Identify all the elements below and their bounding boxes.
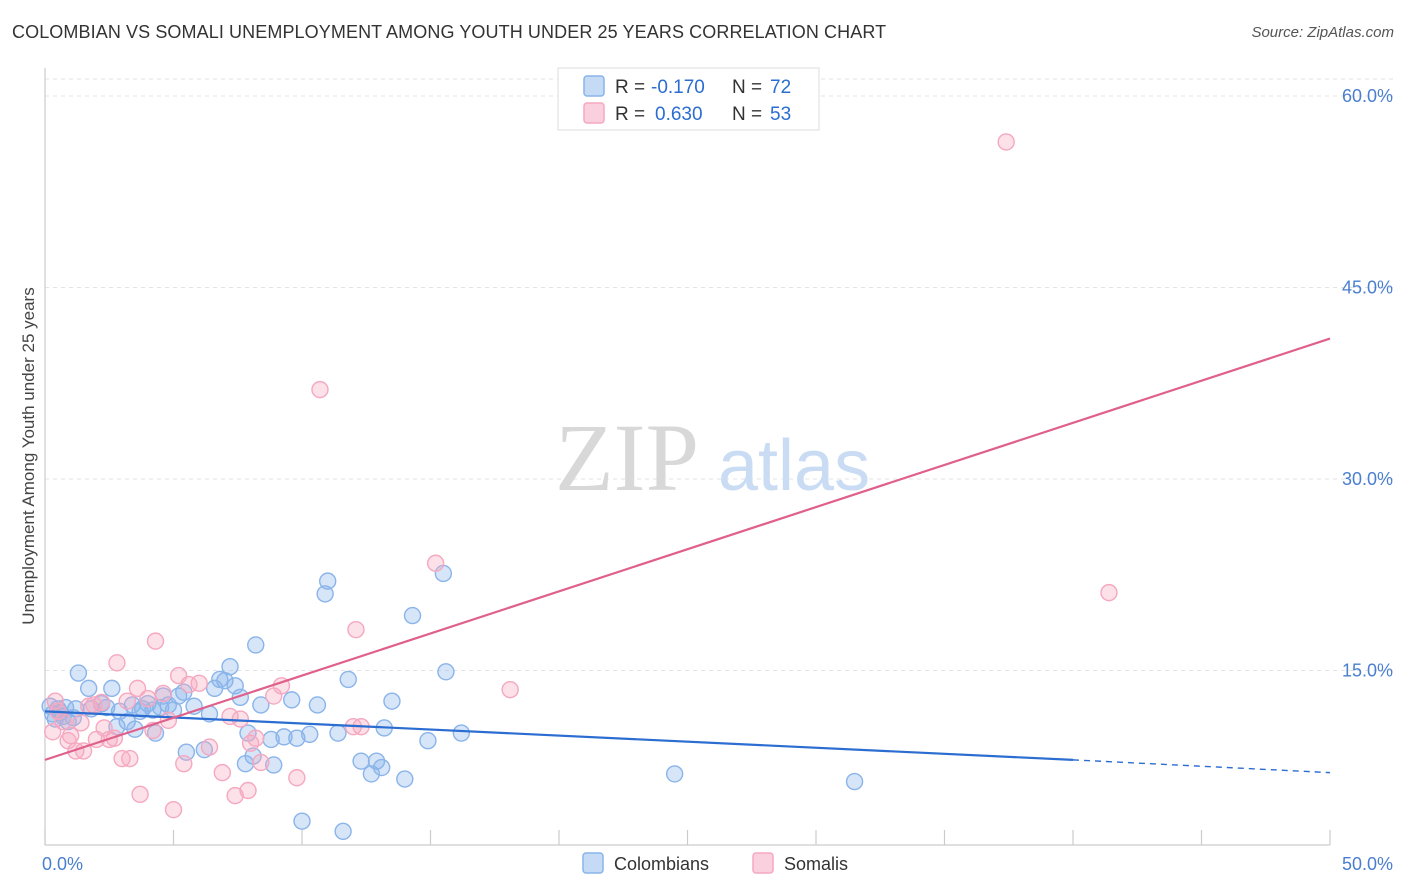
correlation-legend: R = -0.170 N = 72 R = 0.630 N = 53 — [557, 67, 820, 131]
watermark-zip: ZIP — [555, 404, 699, 511]
colombian-point-62 — [372, 758, 391, 777]
legend-swatch-colombians — [583, 75, 605, 97]
legend-swatch-somalis — [583, 102, 605, 124]
somali-point-22 — [139, 689, 157, 708]
legend-n-label-somalis: N = — [732, 104, 762, 125]
colombian-point-67 — [419, 732, 437, 750]
somali-point-51 — [1100, 583, 1118, 602]
colombian-point-65 — [396, 770, 414, 788]
somali-point-21 — [131, 785, 149, 804]
x-tick-label-min: 0.0% — [42, 854, 83, 874]
colombian-point-69 — [437, 663, 455, 681]
colombian-point-49 — [275, 728, 293, 746]
colombian-point-46 — [252, 696, 270, 714]
legend-r-label-colombians: R = — [615, 77, 645, 98]
colombian-point-50 — [283, 691, 301, 709]
colombian-point-10 — [69, 664, 88, 682]
y-tick-label-30: 30.0% — [1342, 469, 1393, 489]
colombians-trend-line — [44, 710, 1074, 761]
colombians-trend-extension — [1072, 759, 1331, 774]
somali-point-50 — [997, 133, 1015, 151]
y-axis-label: Unemployment Among Youth under 25 years — [19, 287, 38, 624]
gridlines — [45, 78, 1393, 671]
colombian-point-57 — [329, 724, 347, 742]
somali-point-44 — [311, 380, 329, 399]
x-tick-labels: 0.0% 50.0% — [42, 854, 1393, 874]
source-label: Source: ZipAtlas.com — [1251, 24, 1394, 41]
somali-point-16 — [108, 654, 126, 672]
somali-point-29 — [175, 754, 193, 773]
colombian-point-73 — [334, 822, 352, 841]
somali-point-24 — [146, 632, 165, 650]
colombian-point-11 — [79, 679, 98, 698]
legend-r-label-somalis: R = — [615, 104, 645, 125]
somali-point-19 — [121, 749, 139, 768]
somali-point-18 — [118, 692, 136, 710]
somali-point-48 — [426, 554, 445, 572]
chart-title: COLOMBIAN VS SOMALI UNEMPLOYMENT AMONG Y… — [12, 22, 887, 42]
colombian-point-48 — [265, 756, 283, 774]
colombian-point-25 — [146, 724, 165, 742]
somali-point-49 — [501, 680, 519, 699]
series-legend: Colombians Somalis — [582, 852, 848, 874]
somali-point-27 — [164, 800, 183, 819]
somali-point-40 — [252, 753, 270, 772]
series-label-colombians: Colombians — [614, 854, 709, 874]
watermark-atlas: atlas — [718, 426, 870, 506]
series-label-somalis: Somalis — [784, 854, 848, 874]
colombian-point-15 — [103, 679, 121, 698]
colombian-point-55 — [316, 585, 334, 603]
legend-n-value-somalis: 53 — [770, 104, 791, 125]
trend-lines — [44, 337, 1331, 774]
y-tick-label-15: 15.0% — [1342, 661, 1393, 681]
series-swatch-colombians — [582, 852, 604, 874]
y-tick-label-45: 45.0% — [1342, 278, 1393, 298]
somali-point-35 — [226, 786, 244, 805]
somalis-trend-line — [44, 337, 1331, 761]
watermark: ZIP atlas — [555, 404, 870, 511]
somali-point-32 — [200, 738, 219, 756]
somali-point-36 — [231, 710, 250, 728]
legend-r-value-somalis: 0.630 — [655, 104, 703, 125]
colombian-point-70 — [452, 724, 471, 742]
colombian-point-53 — [301, 725, 319, 744]
colombian-point-45 — [247, 636, 265, 654]
somali-point-38 — [241, 734, 260, 752]
somali-point-12 — [92, 693, 111, 712]
y-tick-label-60: 60.0% — [1342, 86, 1393, 106]
somali-point-25 — [154, 684, 172, 703]
x-tick-label-max: 50.0% — [1342, 854, 1393, 874]
colombian-point-14 — [97, 698, 116, 717]
colombian-point-64 — [383, 692, 401, 710]
somali-point-20 — [128, 679, 147, 698]
somali-point-7 — [72, 714, 90, 732]
series-swatch-somalis — [752, 852, 774, 874]
somali-point-39 — [247, 729, 265, 747]
somali-point-33 — [213, 763, 232, 782]
somali-point-0 — [44, 723, 62, 741]
somali-point-5 — [61, 726, 80, 745]
somali-point-1 — [46, 692, 64, 710]
colombian-point-71 — [665, 765, 684, 783]
colombian-point-51 — [288, 729, 306, 747]
legend-r-value-colombians: -0.170 — [651, 77, 705, 98]
y-tick-labels: 15.0% 30.0% 45.0% 60.0% — [1342, 86, 1393, 681]
colombian-point-66 — [403, 606, 422, 625]
legend-n-label-colombians: N = — [732, 77, 762, 98]
colombian-point-58 — [339, 670, 357, 689]
colombian-point-52 — [293, 812, 311, 830]
colombian-point-60 — [362, 765, 381, 783]
colombians-points — [41, 564, 864, 841]
colombian-point-56 — [319, 572, 337, 590]
legend-n-value-colombians: 72 — [770, 77, 791, 98]
somali-point-37 — [239, 781, 257, 800]
colombian-point-39 — [221, 657, 239, 676]
somali-point-3 — [54, 712, 72, 731]
somali-point-43 — [288, 769, 306, 787]
somali-point-46 — [347, 620, 365, 639]
colombian-point-72 — [845, 772, 864, 791]
somali-point-31 — [190, 674, 208, 692]
colombian-point-54 — [308, 696, 327, 714]
